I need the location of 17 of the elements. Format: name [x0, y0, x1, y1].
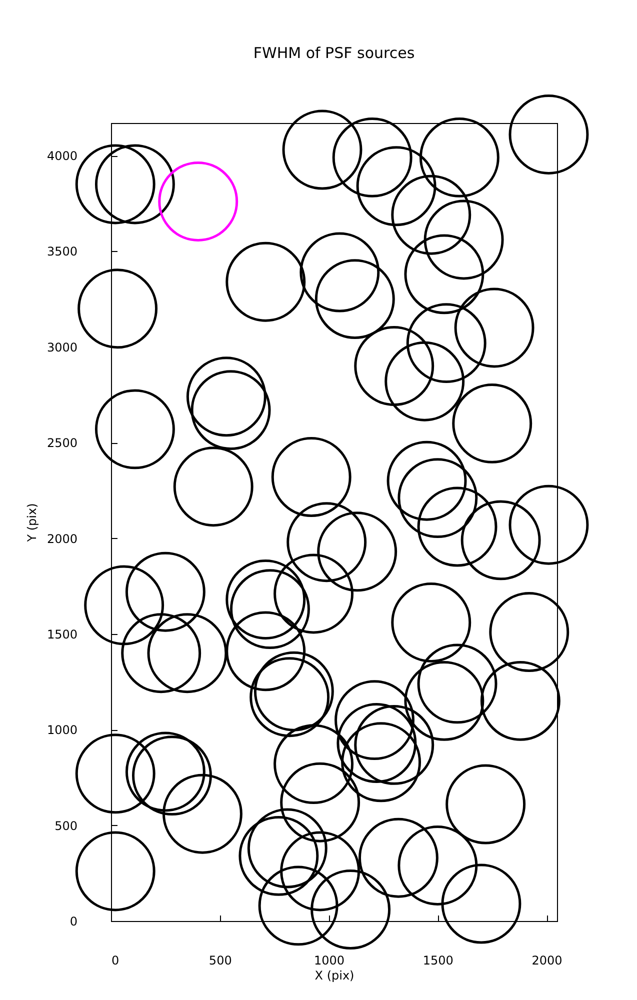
x-tick-label: 1500	[422, 954, 454, 968]
x-axis-title: X (pix)	[314, 968, 354, 982]
y-tick-label: 1000	[46, 723, 78, 738]
y-tick-label: 3000	[46, 340, 78, 354]
x-tick-label: 2000	[532, 954, 562, 968]
y-tick-label: 2500	[46, 436, 78, 450]
y-tick-label: 1500	[46, 627, 78, 642]
y-tick-label: 500	[54, 818, 78, 833]
y-tick-label: 0	[70, 914, 78, 928]
y-tick-label: 4000	[46, 149, 78, 164]
x-tick-label: 500	[208, 954, 232, 968]
x-tick-label: 0	[112, 954, 120, 968]
chart-title: FWHM of PSF sources	[253, 44, 415, 62]
x-tick-label: 1000	[314, 954, 345, 968]
y-tick-label: 2000	[46, 532, 78, 546]
y-tick-label: 3500	[46, 244, 78, 259]
y-axis-title: Y (pix)	[24, 503, 39, 543]
